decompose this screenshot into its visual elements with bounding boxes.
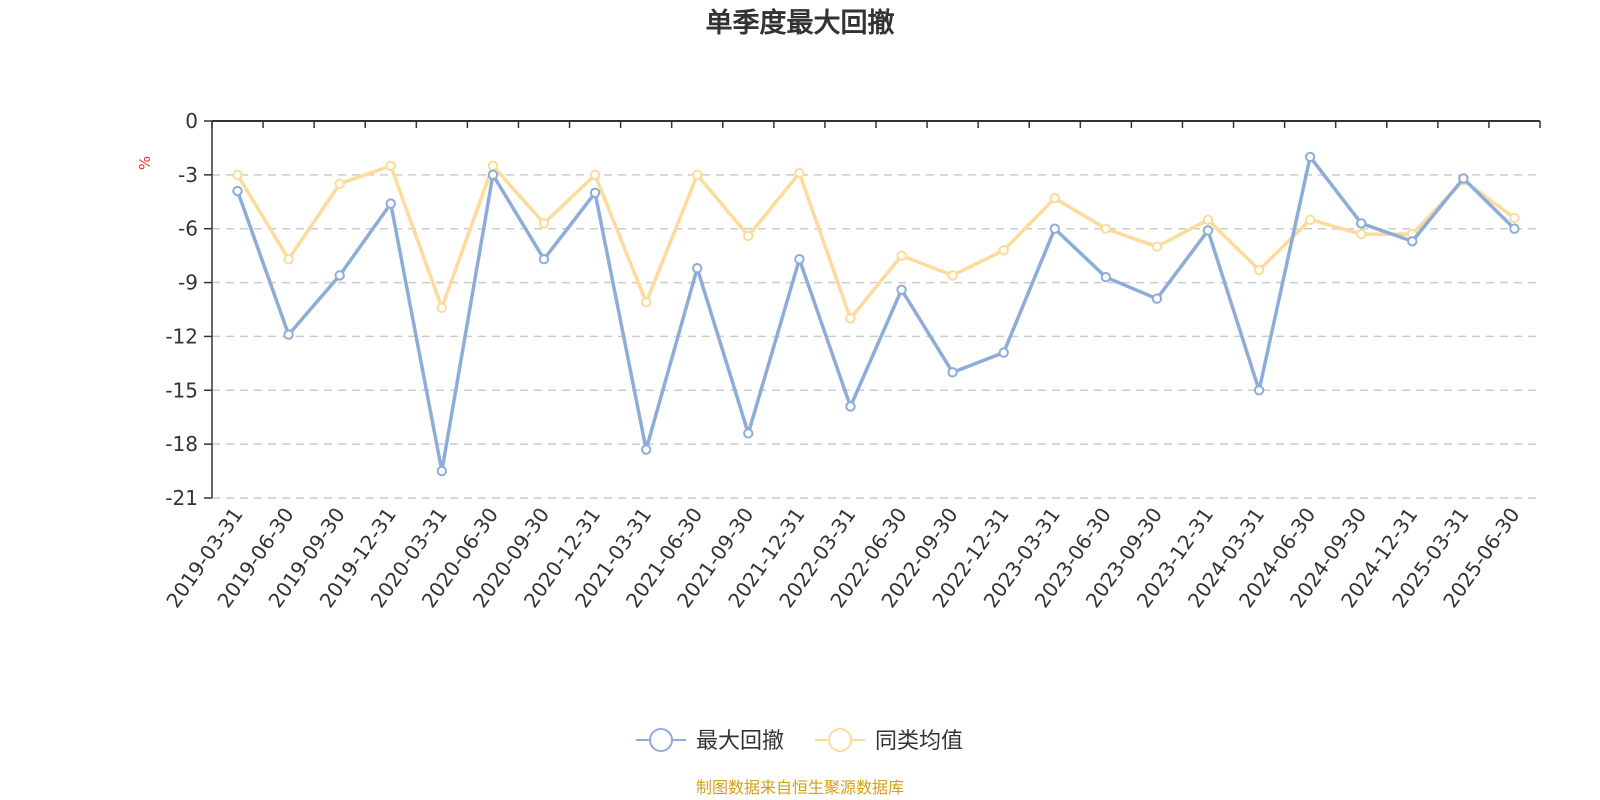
data-point[interactable] [692,263,703,274]
chart-title: 单季度最大回撤 [705,8,895,39]
data-point[interactable] [743,230,754,242]
data-point[interactable] [589,169,601,181]
data-point[interactable] [1356,218,1367,229]
data-point[interactable] [845,313,856,324]
series-1 [232,151,1520,477]
data-point[interactable] [283,329,294,340]
data-point[interactable] [283,254,294,265]
data-point[interactable] [845,401,856,412]
series-lines [232,151,1520,477]
data-point[interactable] [1049,223,1060,234]
data-point[interactable] [1509,223,1520,234]
data-point[interactable] [794,254,805,265]
data-point[interactable] [1151,241,1163,252]
data-point[interactable] [896,284,907,295]
series-line [235,164,1517,321]
data-point[interactable] [640,444,652,455]
data-point[interactable] [1458,173,1469,184]
data-point[interactable] [1356,228,1367,240]
data-point[interactable] [589,187,601,199]
data-point[interactable] [998,347,1009,358]
data-point[interactable] [896,250,907,261]
data-point[interactable] [538,254,550,265]
data-point[interactable] [1407,236,1418,247]
data-point[interactable] [538,218,550,229]
data-point[interactable] [385,198,396,209]
data-point[interactable] [640,297,652,308]
data-point[interactable] [1202,214,1214,225]
data-point[interactable] [1509,212,1520,224]
legend-item-2[interactable]: 同类均值 [815,728,963,754]
data-point[interactable] [947,270,958,281]
data-point[interactable] [998,245,1009,256]
data-point[interactable] [1253,385,1265,396]
series-2 [232,160,1520,324]
legend-label: 同类均值 [875,729,963,754]
y-tick-label: -9 [178,271,198,295]
legend-label: 最大回撤 [696,729,784,754]
y-axis-unit-label: % [136,156,154,170]
data-point[interactable] [794,167,805,179]
data-point[interactable] [1151,293,1163,304]
legend-item-1[interactable]: 最大回撤 [636,728,784,754]
y-tick-label: -12 [165,324,198,348]
data-point[interactable] [1253,264,1265,276]
data-point[interactable] [487,169,499,181]
data-point[interactable] [743,428,754,439]
data-point[interactable] [232,185,243,197]
y-tick-label: 0 [185,109,198,133]
grid-lines [212,174,1540,499]
data-point[interactable] [1304,214,1316,225]
data-point[interactable] [1100,223,1112,234]
y-tick-label: -15 [165,378,198,402]
series-line [235,155,1517,473]
y-tick-label: -3 [178,163,198,187]
y-tick-label: -6 [178,217,198,241]
data-point[interactable] [1049,192,1060,204]
data-point[interactable] [1304,151,1316,163]
data-point[interactable] [334,178,345,190]
y-tick-label: -21 [165,486,198,510]
y-tick-label: -18 [165,432,198,456]
data-point[interactable] [232,169,243,181]
data-point[interactable] [1100,271,1112,283]
data-point[interactable] [692,169,703,181]
legend-marker-icon [649,728,673,752]
legend[interactable]: 最大回撤 同类均值 [636,728,963,754]
legend-marker-icon [828,728,852,752]
data-point[interactable] [947,367,958,378]
data-point[interactable] [1202,225,1214,236]
data-point[interactable] [334,270,345,281]
source-note: 制图数据来自恒生聚源数据库 [695,778,904,797]
data-point[interactable] [436,302,448,313]
data-point[interactable] [385,160,396,172]
data-point[interactable] [436,465,448,477]
data-point[interactable] [487,160,499,172]
